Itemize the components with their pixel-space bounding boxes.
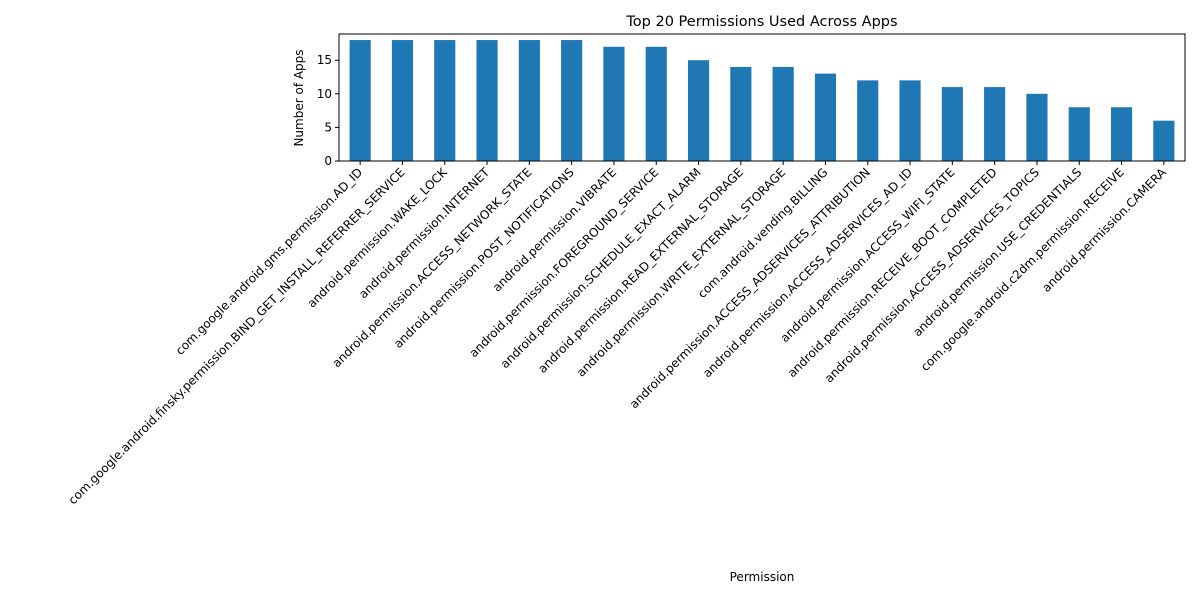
bar — [349, 40, 371, 161]
bar — [687, 60, 710, 162]
x-axis-label: Permission — [730, 570, 795, 584]
bar — [772, 66, 794, 161]
bar — [984, 87, 1006, 161]
bar — [391, 40, 414, 161]
bar — [730, 66, 752, 161]
y-tick-label: 5 — [324, 120, 332, 134]
bar — [941, 87, 963, 161]
y-tick-label: 15 — [317, 53, 332, 67]
bar — [476, 40, 498, 161]
y-tick-label: 10 — [317, 87, 332, 101]
x-tick-label: android.permission.ACCESS_NETWORK_STATE — [329, 165, 534, 370]
x-axis-ticks: com.google.android.gms.permission.AD_ID c… — [66, 161, 1170, 507]
bar — [1110, 107, 1133, 161]
plot-frame — [338, 33, 1186, 162]
bar — [645, 46, 667, 161]
bar — [603, 46, 625, 161]
bars-group — [349, 40, 1175, 162]
bar — [1026, 93, 1048, 161]
bar — [561, 40, 583, 161]
bar — [857, 80, 879, 161]
y-axis-label: Number of Apps — [292, 49, 306, 146]
bar — [814, 73, 837, 161]
x-tick-label: android.permission.SCHEDULE_EXACT_ALARM — [498, 165, 704, 371]
bar — [518, 40, 540, 161]
bar — [899, 80, 921, 161]
bar — [1068, 107, 1090, 161]
x-tick-label: com.google.android.c2dm.permission.RECEI… — [918, 165, 1127, 374]
chart-title: Top 20 Permissions Used Across Apps — [625, 14, 897, 30]
bar — [1153, 120, 1175, 161]
y-axis-ticks: 0 5 10 15 — [317, 53, 339, 168]
y-tick-label: 0 — [324, 154, 332, 168]
x-tick-label: com.google.android.gms.permission.AD_ID — [173, 165, 365, 357]
bar — [434, 40, 456, 161]
